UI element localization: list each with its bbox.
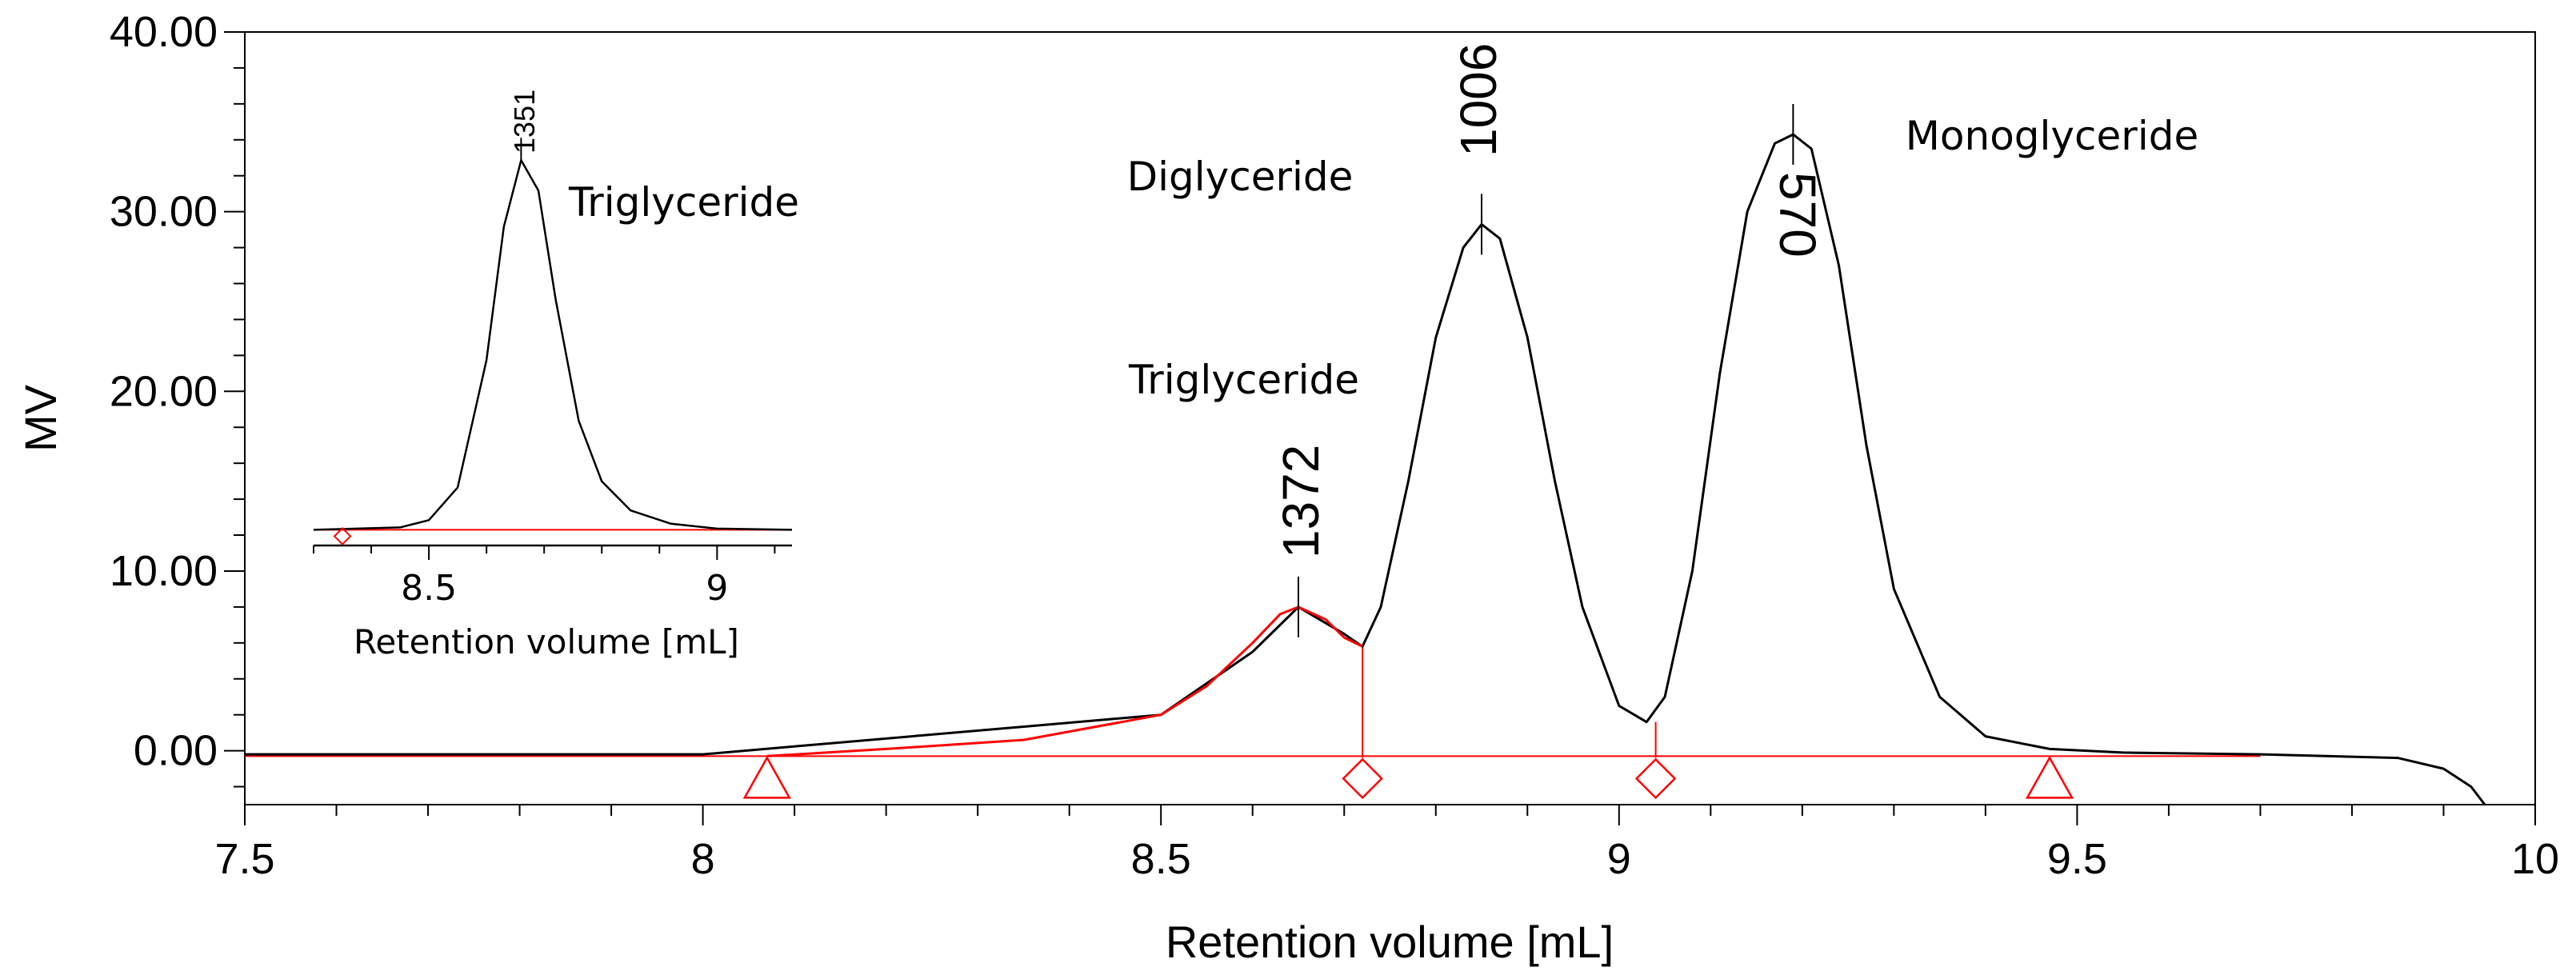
x-tick-label: 8.5 [1131, 835, 1191, 883]
inset-peak-label-1351: 1351 [508, 90, 541, 154]
inset-peak-name-triglyceride: Triglyceride [568, 179, 799, 226]
x-tick-label: 9 [1607, 835, 1631, 883]
x-axis-title: Retention volume [mL] [1166, 917, 1614, 967]
x-tick-label: 10 [2511, 835, 2559, 883]
x-tick-label: 7.5 [214, 835, 274, 883]
integration-marker-triangle-1 [742, 755, 791, 799]
y-tick-label: 10.00 [110, 547, 218, 595]
peak-name-monoglyceride: Monoglyceride [1906, 113, 2198, 159]
y-axis-title: MV [15, 384, 66, 452]
integration-marker-diamond-2 [1342, 757, 1383, 800]
x-tick-label: 9.5 [2047, 835, 2107, 883]
integration-marker-diamond-3 [1634, 757, 1677, 800]
peak-label-570: 570 [1769, 172, 1826, 258]
inset-signal-trace-1 [313, 159, 793, 531]
signal-trace-1 [245, 133, 2486, 805]
peak-name-triglyceride: Triglyceride [1128, 357, 1359, 403]
inset-x-tick-label: 9 [706, 568, 728, 609]
inset-plot-layer: 8.5 9 [313, 138, 793, 609]
integration-marker-triangle-4 [2025, 755, 2074, 799]
inset-x-axis-title: Retention volume [mL] [354, 622, 739, 661]
signal-trace-2 [766, 605, 1363, 757]
inset-integration-marker-1 [333, 527, 352, 545]
y-tick-label: 30.00 [110, 188, 218, 236]
y-tick-label: 20.00 [110, 367, 218, 415]
peak-label-1372: 1372 [1272, 445, 1330, 558]
y-tick-label: 40.00 [110, 8, 218, 56]
main-plot-layer [245, 104, 2486, 805]
y-tick-label: 0.00 [134, 727, 218, 775]
x-tick-label: 8 [691, 835, 715, 883]
inset-x-tick-label: 8.5 [401, 568, 457, 609]
main-plot-frame [244, 31, 2536, 805]
peak-name-diglyceride: Diglyceride [1127, 154, 1354, 200]
peak-label-1006: 1006 [1450, 43, 1507, 157]
